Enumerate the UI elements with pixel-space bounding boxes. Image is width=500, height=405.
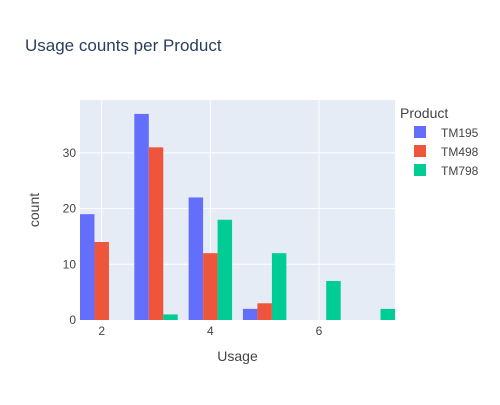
legend-title: Product [400, 105, 448, 121]
y-axis-ticks: 0 10 20 30 [63, 146, 77, 327]
bar-tm195-usage-5[interactable] [242, 308, 258, 320]
x-tick-label: 6 [316, 324, 323, 338]
chart-title: Usage counts per Product [25, 36, 222, 55]
legend-label-tm798[interactable]: TM798 [441, 164, 479, 178]
legend-items: TM195 TM498 TM798 [414, 126, 479, 178]
y-axis-title: count [26, 193, 42, 227]
y-tick-label: 20 [63, 202, 77, 216]
bar-tm798-usage-3[interactable] [163, 314, 178, 320]
bar-tm498-usage-4[interactable] [203, 253, 218, 320]
bars-layer [80, 113, 395, 321]
y-tick-label: 30 [63, 146, 77, 160]
bar-tm498-usage-5[interactable] [257, 303, 272, 320]
bar-tm798-usage-5[interactable] [271, 253, 287, 320]
x-tick-label: 4 [207, 324, 214, 338]
bar-tm798-usage-7[interactable] [380, 308, 395, 320]
bar-tm195-usage-4[interactable] [188, 197, 204, 320]
plot-area [80, 100, 395, 320]
legend: Product TM195 TM498 TM798 [400, 105, 479, 178]
bar-tm195-usage-3[interactable] [134, 113, 149, 321]
bar-tm798-usage-4[interactable] [217, 219, 233, 320]
x-axis-title: Usage [217, 348, 258, 364]
legend-swatch-tm498[interactable] [414, 145, 426, 157]
x-tick-label: 2 [98, 324, 105, 338]
bar-tm498-usage-2[interactable] [94, 242, 109, 320]
legend-swatch-tm195[interactable] [414, 126, 426, 138]
legend-swatch-tm798[interactable] [414, 164, 426, 176]
y-tick-label: 10 [63, 257, 77, 271]
bar-tm195-usage-2[interactable] [80, 214, 95, 320]
legend-label-tm195[interactable]: TM195 [441, 126, 479, 140]
gridlines [80, 100, 395, 320]
legend-label-tm498[interactable]: TM498 [441, 145, 479, 159]
y-tick-label: 0 [69, 313, 76, 327]
x-axis-ticks: 2 4 6 [98, 324, 322, 338]
bar-tm498-usage-3[interactable] [148, 147, 164, 320]
bar-tm798-usage-6[interactable] [326, 281, 341, 320]
